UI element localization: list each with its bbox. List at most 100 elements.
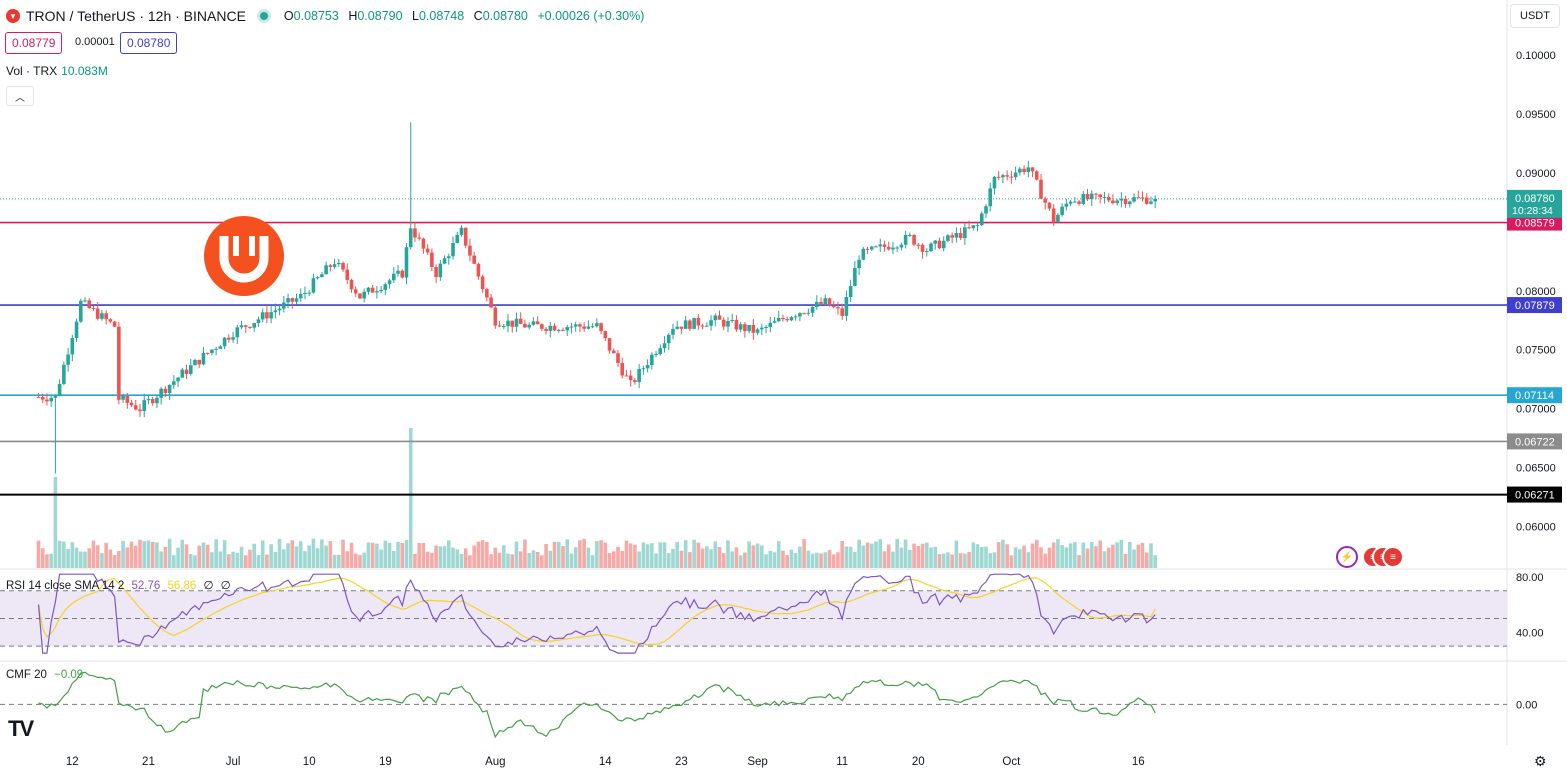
candle-body — [501, 326, 506, 328]
buy-price-button[interactable]: 0.08780 — [120, 32, 178, 54]
candle-body — [734, 320, 739, 330]
volume-bar — [121, 540, 125, 568]
candle-body — [307, 292, 311, 294]
gear-icon[interactable]: ⚙ — [1534, 753, 1547, 769]
candle-body — [315, 277, 320, 279]
volume-bar — [861, 545, 866, 568]
candle-body — [252, 323, 257, 328]
volume-bar — [662, 542, 667, 568]
volume-bar — [468, 555, 472, 568]
volume-bar — [1140, 542, 1145, 568]
candle-body — [573, 324, 578, 327]
volume-bar — [425, 551, 430, 568]
candle-body — [36, 396, 41, 398]
volume-bar — [721, 553, 726, 568]
candle-body — [45, 399, 49, 402]
candle-body — [1123, 198, 1128, 205]
candle-body — [201, 352, 206, 365]
volume-bar — [57, 540, 62, 568]
volume-bar — [793, 552, 798, 568]
sell-price-button[interactable]: 0.08779 — [5, 32, 63, 54]
volume-bar — [83, 551, 87, 568]
candle-body — [468, 245, 472, 256]
candle-body — [540, 324, 544, 329]
volume-bar — [760, 545, 764, 568]
volume-bar — [176, 547, 180, 568]
candle-body — [785, 319, 789, 321]
candle-body — [1018, 168, 1022, 173]
volume-bar — [633, 544, 637, 568]
volume-bar — [1149, 543, 1153, 568]
volume-bar — [836, 552, 840, 568]
candle-body — [239, 325, 244, 328]
level-price-tag — [1507, 486, 1562, 503]
candle-body — [802, 313, 806, 315]
volume-bar — [958, 553, 963, 568]
rsi-legend: RSI 14 close SMA 14 2 52.76 56.86 ∅ ∅ — [6, 580, 231, 592]
candle-body — [510, 320, 515, 327]
candle-body — [146, 399, 151, 401]
price-tick-label: 0.06500 — [1516, 463, 1556, 475]
price-tick-label: 0.08000 — [1516, 286, 1556, 298]
volume-bar — [451, 547, 455, 568]
volume-bar — [903, 539, 908, 568]
volume-bar — [1005, 544, 1009, 568]
candle-body — [104, 313, 108, 320]
chevron-up-icon[interactable]: ︿ — [6, 86, 34, 106]
volume-bar — [658, 542, 663, 568]
volume-bar — [298, 541, 303, 568]
level-price-label: 0.07114 — [1515, 390, 1554, 402]
volume-bar — [87, 548, 92, 568]
volume-bar — [62, 541, 66, 568]
candle-body — [688, 320, 692, 329]
volume-bar — [421, 542, 426, 568]
volume-bar — [869, 543, 874, 568]
volume-bar — [184, 544, 189, 568]
volume-bar — [531, 550, 536, 568]
candle-body — [768, 322, 773, 327]
volume-bar — [992, 552, 997, 568]
volume-bar — [789, 549, 794, 568]
candle-body — [1081, 193, 1086, 204]
candle-body — [256, 319, 261, 324]
volume-bar — [1106, 547, 1111, 568]
volume-bar — [315, 548, 320, 568]
volume-bar — [984, 546, 988, 568]
candle-body — [853, 267, 857, 287]
candle-body — [455, 234, 460, 243]
volume-bar — [159, 551, 163, 568]
countdown-label: 10:28:34 — [1512, 205, 1553, 217]
candle-body — [975, 225, 980, 227]
rsi-tick-label: 80.00 — [1516, 572, 1544, 584]
candle-body — [903, 234, 908, 245]
volume-bar — [328, 541, 333, 568]
volume-bar — [616, 546, 620, 568]
candle-body — [865, 248, 870, 250]
candle-body — [476, 263, 481, 277]
currency-button[interactable]: USDT — [1510, 4, 1560, 28]
candle-body — [70, 338, 75, 355]
volume-bar — [1060, 545, 1064, 568]
candle-body — [1005, 175, 1009, 177]
us-flag-icon[interactable]: ≡ — [1382, 546, 1404, 568]
tradingview-logo[interactable]: TV — [8, 716, 34, 741]
candle-body — [641, 368, 646, 370]
volume-bar — [874, 541, 878, 568]
candle-body — [108, 319, 113, 322]
candle-body — [142, 400, 147, 412]
lightning-icon[interactable]: ⚡ — [1336, 546, 1358, 568]
candle-body — [531, 321, 536, 325]
candle-body — [781, 317, 785, 320]
volume-bar — [383, 540, 388, 568]
level-price-tag — [1507, 433, 1562, 450]
volume-bar — [303, 551, 307, 568]
candle-body — [303, 292, 307, 295]
volume-bar — [743, 552, 747, 568]
candle-body — [874, 246, 878, 248]
time-tick-label: 20 — [912, 756, 925, 768]
volume-bar — [1119, 539, 1124, 568]
symbol-header: ▾ TRON / TetherUS · 12h · BINANCE O0.087… — [6, 6, 644, 26]
symbol-title[interactable]: TRON / TetherUS · 12h · BINANCE — [26, 8, 246, 24]
volume-bar — [895, 538, 899, 568]
